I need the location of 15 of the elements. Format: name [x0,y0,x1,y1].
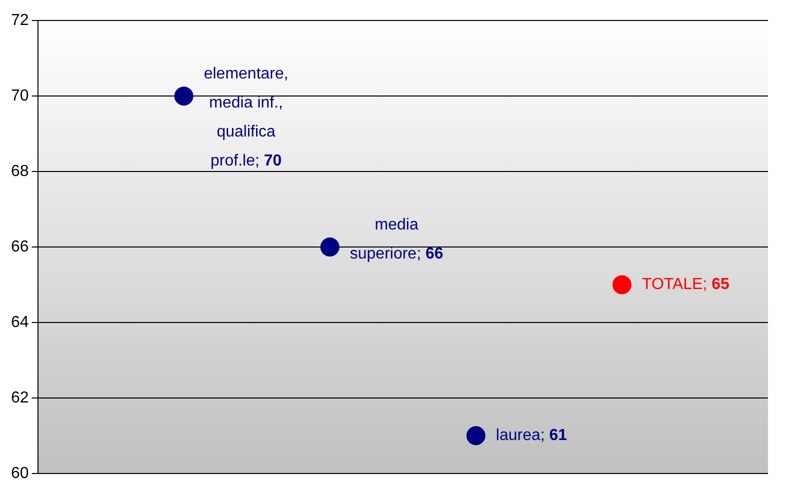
y-tick-label: 64 [11,314,29,331]
data-label: laurea; 61 [496,427,568,444]
data-label: elementare, media inf., qualifica prof.le; 70 [204,65,288,170]
y-tick-label: 60 [11,464,29,482]
y-tick-label: 72 [11,12,29,30]
data-label: media superiore; 66 [350,216,444,262]
y-tick-label: 68 [11,162,29,180]
y-tick-label: 62 [11,389,29,406]
point [320,238,340,256]
point [612,275,632,294]
y-tick-label: 70 [11,87,29,104]
y-tick-label: 66 [11,238,29,256]
data-label: TOTALE; 65 [642,276,730,294]
point [174,86,194,106]
point [466,426,486,446]
